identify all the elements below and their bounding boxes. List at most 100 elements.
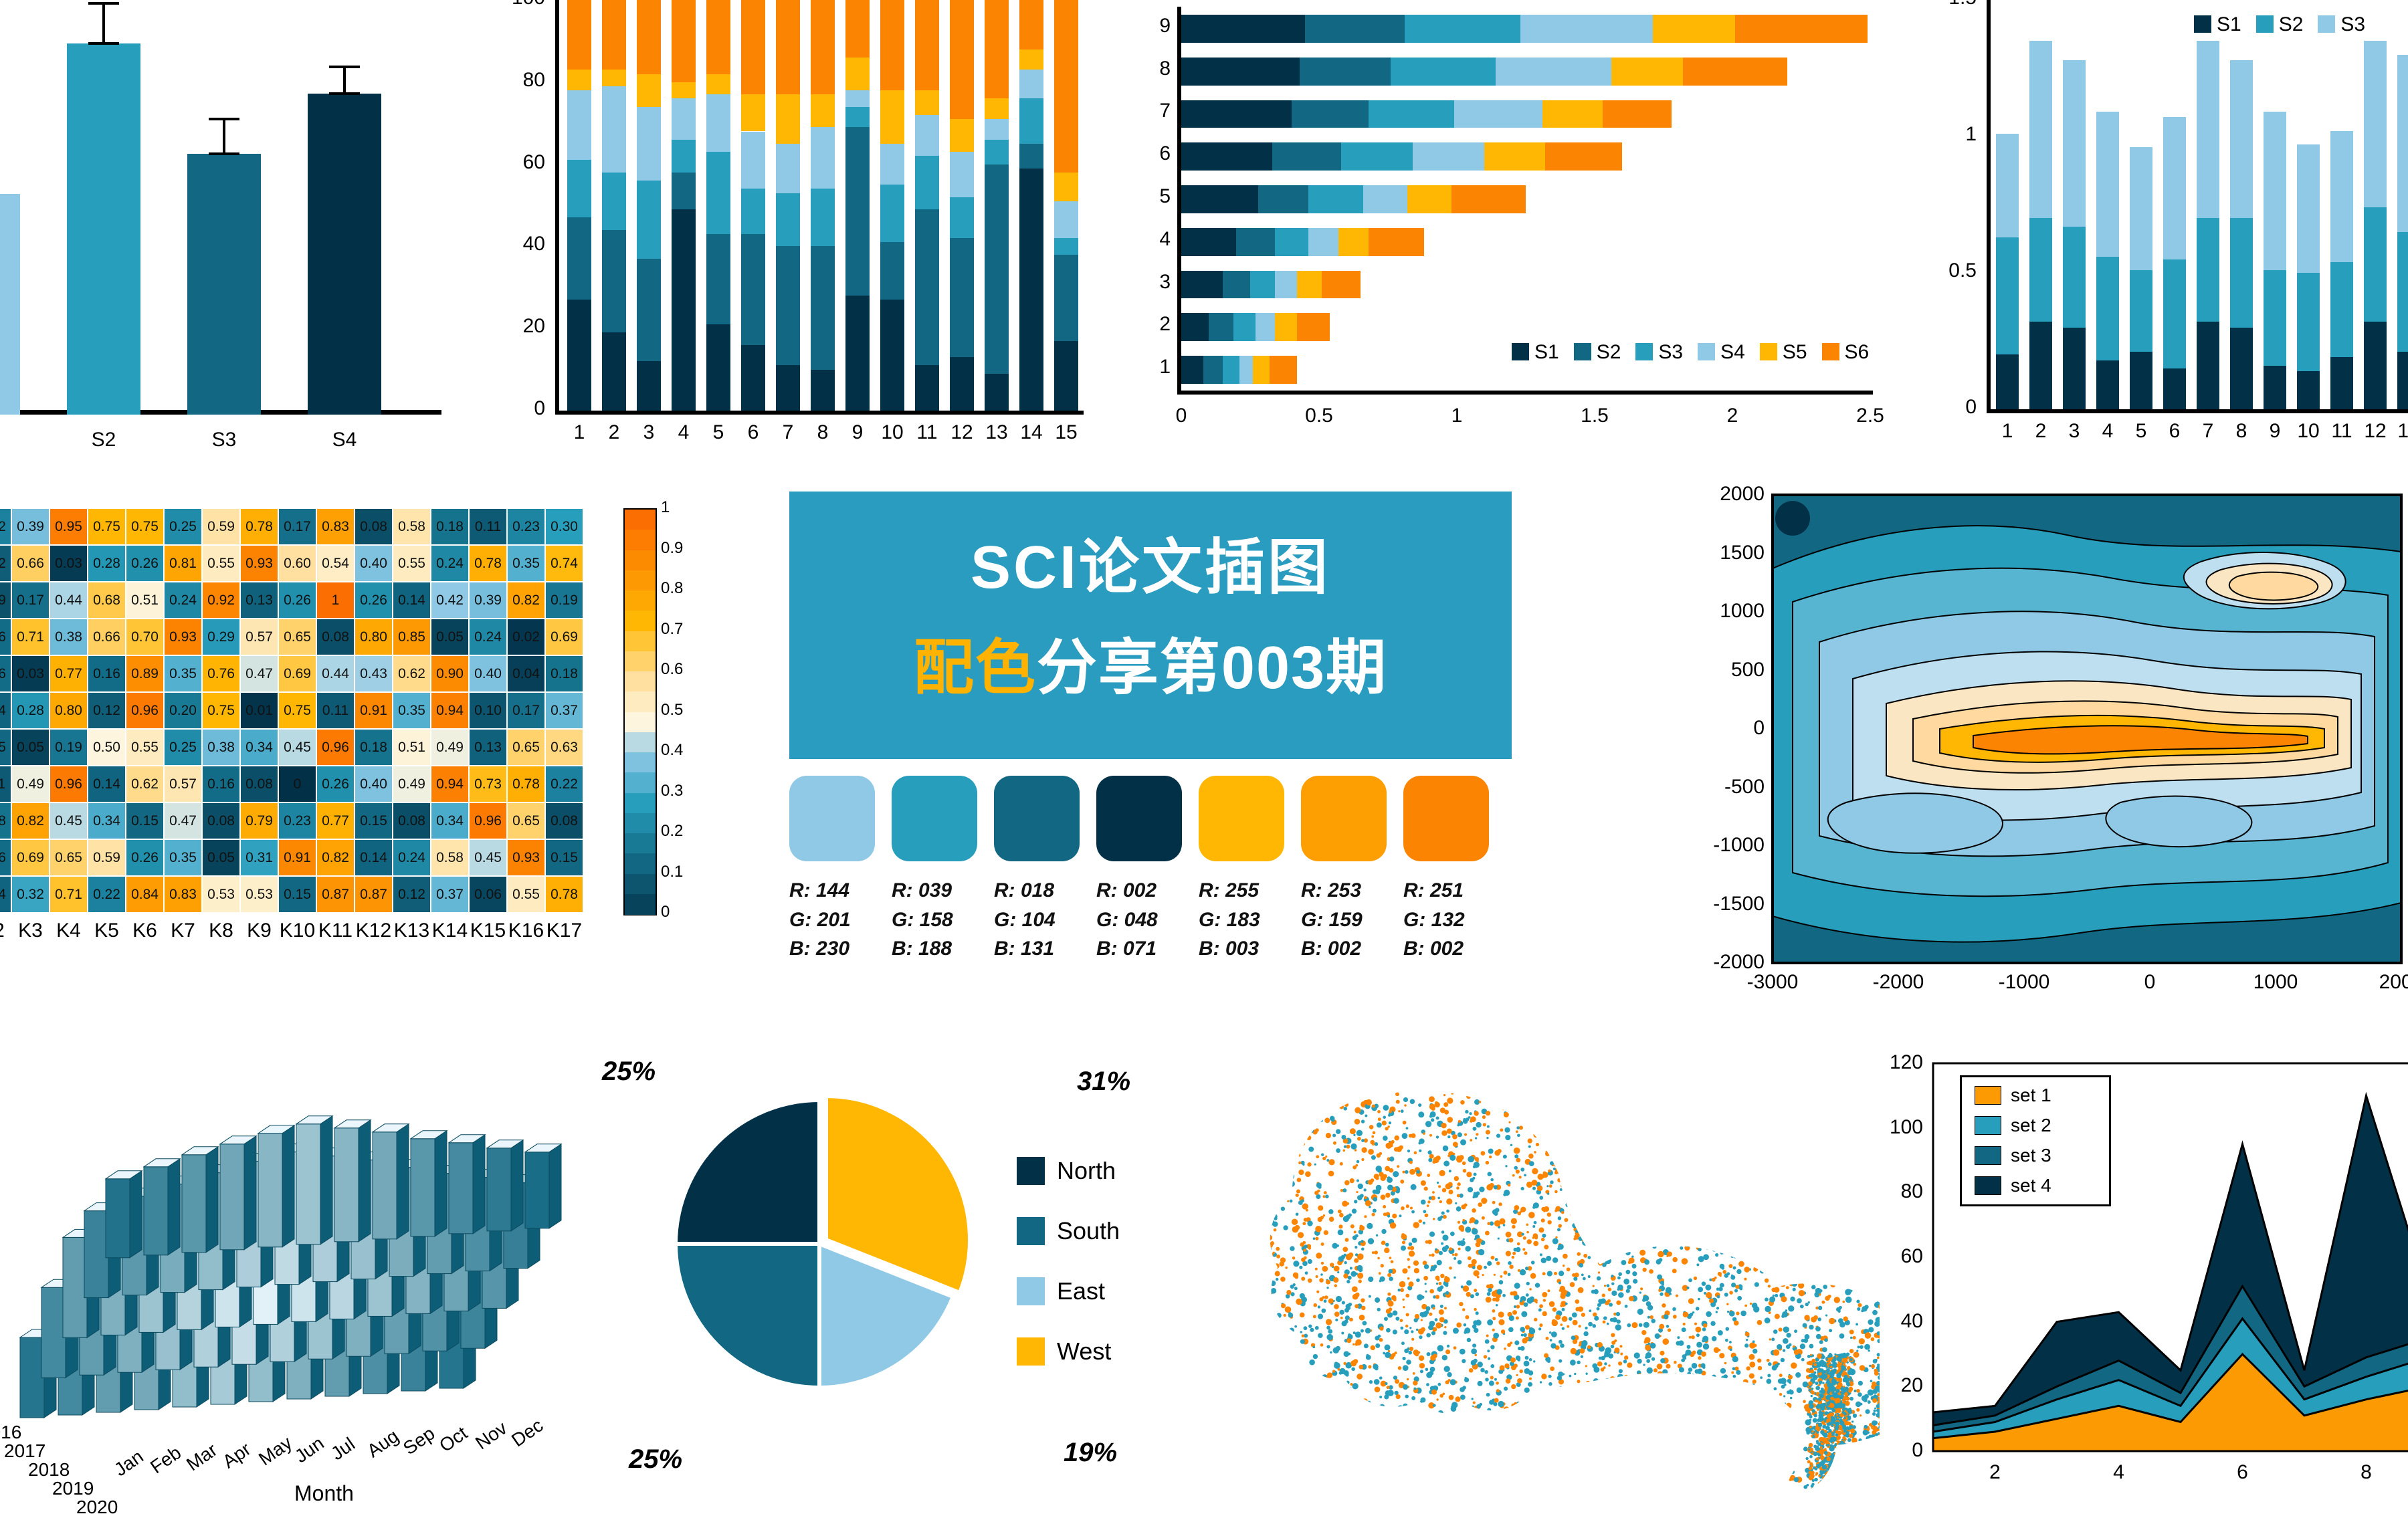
legend-swatch	[1975, 1146, 2001, 1165]
heatmap-cell: 0.08	[240, 766, 278, 802]
legend-label: S5	[1783, 341, 1807, 363]
heatmap-cell: 0.40	[355, 766, 393, 802]
hbar-segment	[1181, 100, 1292, 128]
stack-segment	[985, 119, 1009, 140]
heatmap-cell: 0.74	[545, 545, 583, 582]
heatmap-cell: 0.50	[88, 729, 126, 766]
legend-swatch	[1017, 1217, 1045, 1245]
hbar-segment	[1203, 356, 1223, 384]
errorbar-s3	[223, 119, 225, 154]
heatmap-cell: 0.09	[0, 582, 11, 619]
colorbar-band	[625, 590, 656, 611]
stack-segment	[602, 86, 626, 173]
stack-segment	[985, 374, 1009, 411]
heatmap-cell: 0.01	[240, 692, 278, 729]
stack-segment	[672, 82, 696, 99]
hbar-segment	[1369, 228, 1423, 256]
stack-segment	[811, 370, 835, 411]
stack-segment	[2264, 366, 2286, 409]
heatmap-cell: 0.18	[431, 508, 469, 545]
p4-y-tick: 0.5	[1926, 259, 1977, 282]
stack-segment	[2364, 207, 2387, 322]
p4-y-tick: 0	[1926, 396, 1977, 419]
p4-column	[2096, 0, 2119, 409]
heatmap-cell: 0.08	[202, 802, 240, 839]
heatmap-cell: 0.34	[431, 802, 469, 839]
heatmap-cell: 0.18	[355, 729, 393, 766]
heatmap-cell: 0.59	[202, 508, 240, 545]
contour-y-tick: 0	[1686, 717, 1765, 740]
p3-x-axis	[1177, 391, 1873, 395]
stack-segment	[2163, 117, 2186, 259]
contour-y-tick: -1000	[1686, 834, 1765, 857]
hbar-segment	[1223, 271, 1250, 299]
stack-segment	[985, 140, 1009, 165]
colorbar-tick: 0.1	[661, 863, 683, 881]
heatmap-cell: 0.81	[164, 545, 202, 582]
errorbar-cap-s3-bottom	[209, 152, 239, 155]
colorbar-tick: 0.6	[661, 660, 683, 679]
stack-segment	[776, 246, 800, 365]
stack-segment	[811, 246, 835, 369]
stack-segment	[1019, 144, 1043, 169]
p4-column	[2330, 0, 2353, 409]
area-y-tick: 120	[1860, 1051, 1923, 1074]
p4-column	[1996, 0, 2019, 409]
area-legend-item: set 2	[1975, 1115, 2051, 1136]
heatmap-cell: 0.96	[126, 692, 164, 729]
contour-x-tick: 2000	[2348, 971, 2408, 994]
stack-segment	[2029, 218, 2052, 322]
hbar-segment	[1496, 58, 1611, 86]
stack-segment	[950, 197, 974, 238]
heatmap-cell: 0.14	[355, 839, 393, 876]
stack-segment	[2297, 273, 2320, 371]
legend-swatch	[1760, 343, 1777, 360]
swatch-r-value: R: 018	[994, 876, 1094, 905]
p4-column	[2063, 0, 2086, 409]
heatmap-cell: 0.45	[278, 729, 316, 766]
heatmap-cell: 0.15	[0, 729, 11, 766]
stack-segment	[672, 0, 696, 82]
stack-segment	[1996, 134, 2019, 237]
heatmap-cell: 0.10	[469, 692, 507, 729]
heatmap-cell: 0.85	[393, 619, 431, 655]
hbar-segment	[1683, 58, 1788, 86]
stack-segment	[915, 156, 939, 209]
heatmap-cell: 0.68	[88, 582, 126, 619]
p2-y-tick: 40	[495, 233, 545, 255]
stack-segment	[1019, 49, 1043, 70]
stack-segment	[567, 90, 591, 160]
area-x-tick: 8	[2333, 1461, 2400, 1484]
stack-segment	[741, 345, 765, 411]
legend-item: S2	[2256, 13, 2304, 36]
stack-segment	[1054, 201, 1078, 238]
pie-svg	[649, 1057, 997, 1431]
heatmap-cell: 0.30	[545, 508, 583, 545]
stack-segment	[1019, 0, 1043, 49]
heatmap-cell: 0.37	[545, 692, 583, 729]
stack-segment	[567, 300, 591, 411]
colorbar-band	[625, 611, 656, 631]
contour-y-tick: -2000	[1686, 951, 1765, 974]
hbar-segment	[1391, 58, 1496, 86]
p2-y-tick: 60	[495, 151, 545, 174]
p4-column	[2297, 0, 2320, 409]
stack-segment	[2197, 218, 2219, 322]
stack-segment	[2029, 322, 2052, 409]
p3-y-tick: 5	[1130, 185, 1171, 208]
stack-segment	[2264, 270, 2286, 366]
heatmap-cell: 0.84	[126, 876, 164, 913]
hbar-segment	[1305, 15, 1404, 43]
contour-y-tick: 2000	[1686, 483, 1765, 506]
heatmap-cell: 0.26	[316, 766, 355, 802]
p1-tick-s3: S3	[184, 429, 264, 451]
pie-label-east: 19%	[1064, 1438, 1117, 1468]
heatmap-cell: 0.49	[11, 766, 49, 802]
p2-x-tick: 15	[1039, 421, 1093, 444]
hbar-segment	[1209, 313, 1233, 341]
legend-label: S4	[1720, 341, 1745, 363]
stack-segment	[811, 94, 835, 127]
